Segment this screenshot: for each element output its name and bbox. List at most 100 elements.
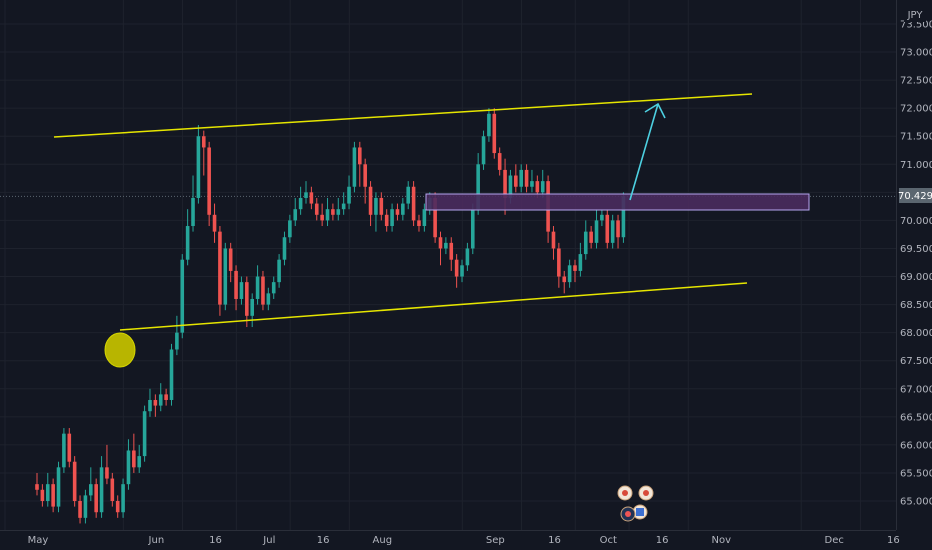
candle <box>266 287 271 311</box>
candle <box>132 433 136 473</box>
candle <box>481 130 486 170</box>
y-tick-label: 67.500 <box>900 356 932 367</box>
candle <box>336 197 341 221</box>
time-axis[interactable]: May Jun 16 Jul 16 Aug Sep 16 Oct 16 Nov Dec 16 <box>0 530 900 547</box>
candle <box>610 214 615 249</box>
y-tick-label: 73.500 <box>900 20 932 31</box>
candle <box>158 383 163 412</box>
resistance-box[interactable] <box>425 193 810 211</box>
candle <box>487 108 491 142</box>
y-tick-label: 68.500 <box>900 300 932 311</box>
candle <box>600 209 604 227</box>
candle <box>169 343 174 406</box>
y-tick-label: 65.500 <box>900 468 932 479</box>
candle <box>524 164 529 193</box>
candle <box>164 388 168 406</box>
candle <box>540 169 545 198</box>
candle <box>401 197 405 221</box>
candle <box>89 467 93 501</box>
target-arrow[interactable] <box>629 102 666 201</box>
candle <box>616 214 620 249</box>
candle <box>110 472 115 507</box>
candle <box>196 125 201 204</box>
candle <box>78 495 82 524</box>
candle <box>557 242 561 288</box>
candle <box>137 444 142 473</box>
candle <box>514 164 518 193</box>
x-tick-label: 16 <box>317 535 330 546</box>
candle <box>142 405 147 462</box>
candle <box>341 192 346 215</box>
candle <box>395 203 400 221</box>
candle <box>438 231 443 266</box>
candle <box>347 175 351 210</box>
candle <box>191 175 195 232</box>
candle <box>368 181 373 227</box>
y-tick-label: 65.000 <box>900 497 932 508</box>
calendar-icon[interactable] <box>632 504 648 520</box>
candle <box>56 461 61 513</box>
candle <box>304 181 308 204</box>
candle <box>449 237 454 271</box>
x-tick-label: Jul <box>262 535 275 546</box>
candle <box>390 203 394 232</box>
candle <box>422 203 427 232</box>
y-tick-label: 66.500 <box>900 412 932 423</box>
candle <box>218 226 222 316</box>
highlight-circle[interactable] <box>104 332 136 368</box>
candle <box>567 259 572 288</box>
candle <box>282 231 287 266</box>
x-tick-label: Oct <box>600 535 617 546</box>
candle <box>94 478 98 518</box>
upper-trendline[interactable] <box>53 93 753 138</box>
candle <box>320 203 324 227</box>
candle <box>45 472 50 507</box>
x-tick-label: Sep <box>486 535 505 546</box>
candle <box>519 164 523 193</box>
y-tick-label: 70.000 <box>900 216 932 227</box>
candle <box>406 181 411 210</box>
candle <box>384 209 389 232</box>
candle <box>51 478 55 513</box>
candle <box>148 388 152 417</box>
candle <box>105 444 109 485</box>
candle <box>309 186 314 210</box>
candle <box>454 254 459 288</box>
candle <box>83 489 88 524</box>
candle <box>583 220 588 260</box>
price-axis[interactable]: 65.000 65.500 66.000 66.500 67.000 67.500 68.0… <box>896 0 932 530</box>
candle <box>411 181 416 227</box>
event-markers[interactable] <box>617 485 654 522</box>
candles <box>35 108 626 524</box>
candle <box>352 141 357 193</box>
candle <box>234 265 238 311</box>
y-tick-label: 71.500 <box>900 132 932 143</box>
candle <box>121 478 125 518</box>
x-tick-label: Aug <box>373 535 393 546</box>
candle <box>470 203 475 255</box>
candle <box>115 495 120 518</box>
candle <box>153 394 158 417</box>
candle <box>175 315 179 356</box>
globe-icon[interactable] <box>620 506 636 522</box>
candle <box>212 203 217 243</box>
y-tick-label: 66.000 <box>900 440 932 451</box>
flag-icon[interactable] <box>638 485 654 501</box>
candle <box>298 186 303 215</box>
candle <box>180 254 185 339</box>
candle <box>250 293 254 328</box>
x-tick-label: Jun <box>148 535 165 546</box>
candle <box>207 141 211 227</box>
last-price-label: 70.429 <box>898 191 932 202</box>
flag-icon[interactable] <box>617 485 633 501</box>
candle <box>314 197 319 221</box>
candle <box>239 276 244 305</box>
y-tick-label: 72.500 <box>900 76 932 87</box>
y-tick-label: 69.500 <box>900 244 932 255</box>
lower-trendline[interactable] <box>119 282 748 331</box>
candle <box>72 456 77 507</box>
x-tick-label: 16 <box>209 535 222 546</box>
candle <box>245 276 249 328</box>
y-tick-label: 69.000 <box>900 272 932 283</box>
